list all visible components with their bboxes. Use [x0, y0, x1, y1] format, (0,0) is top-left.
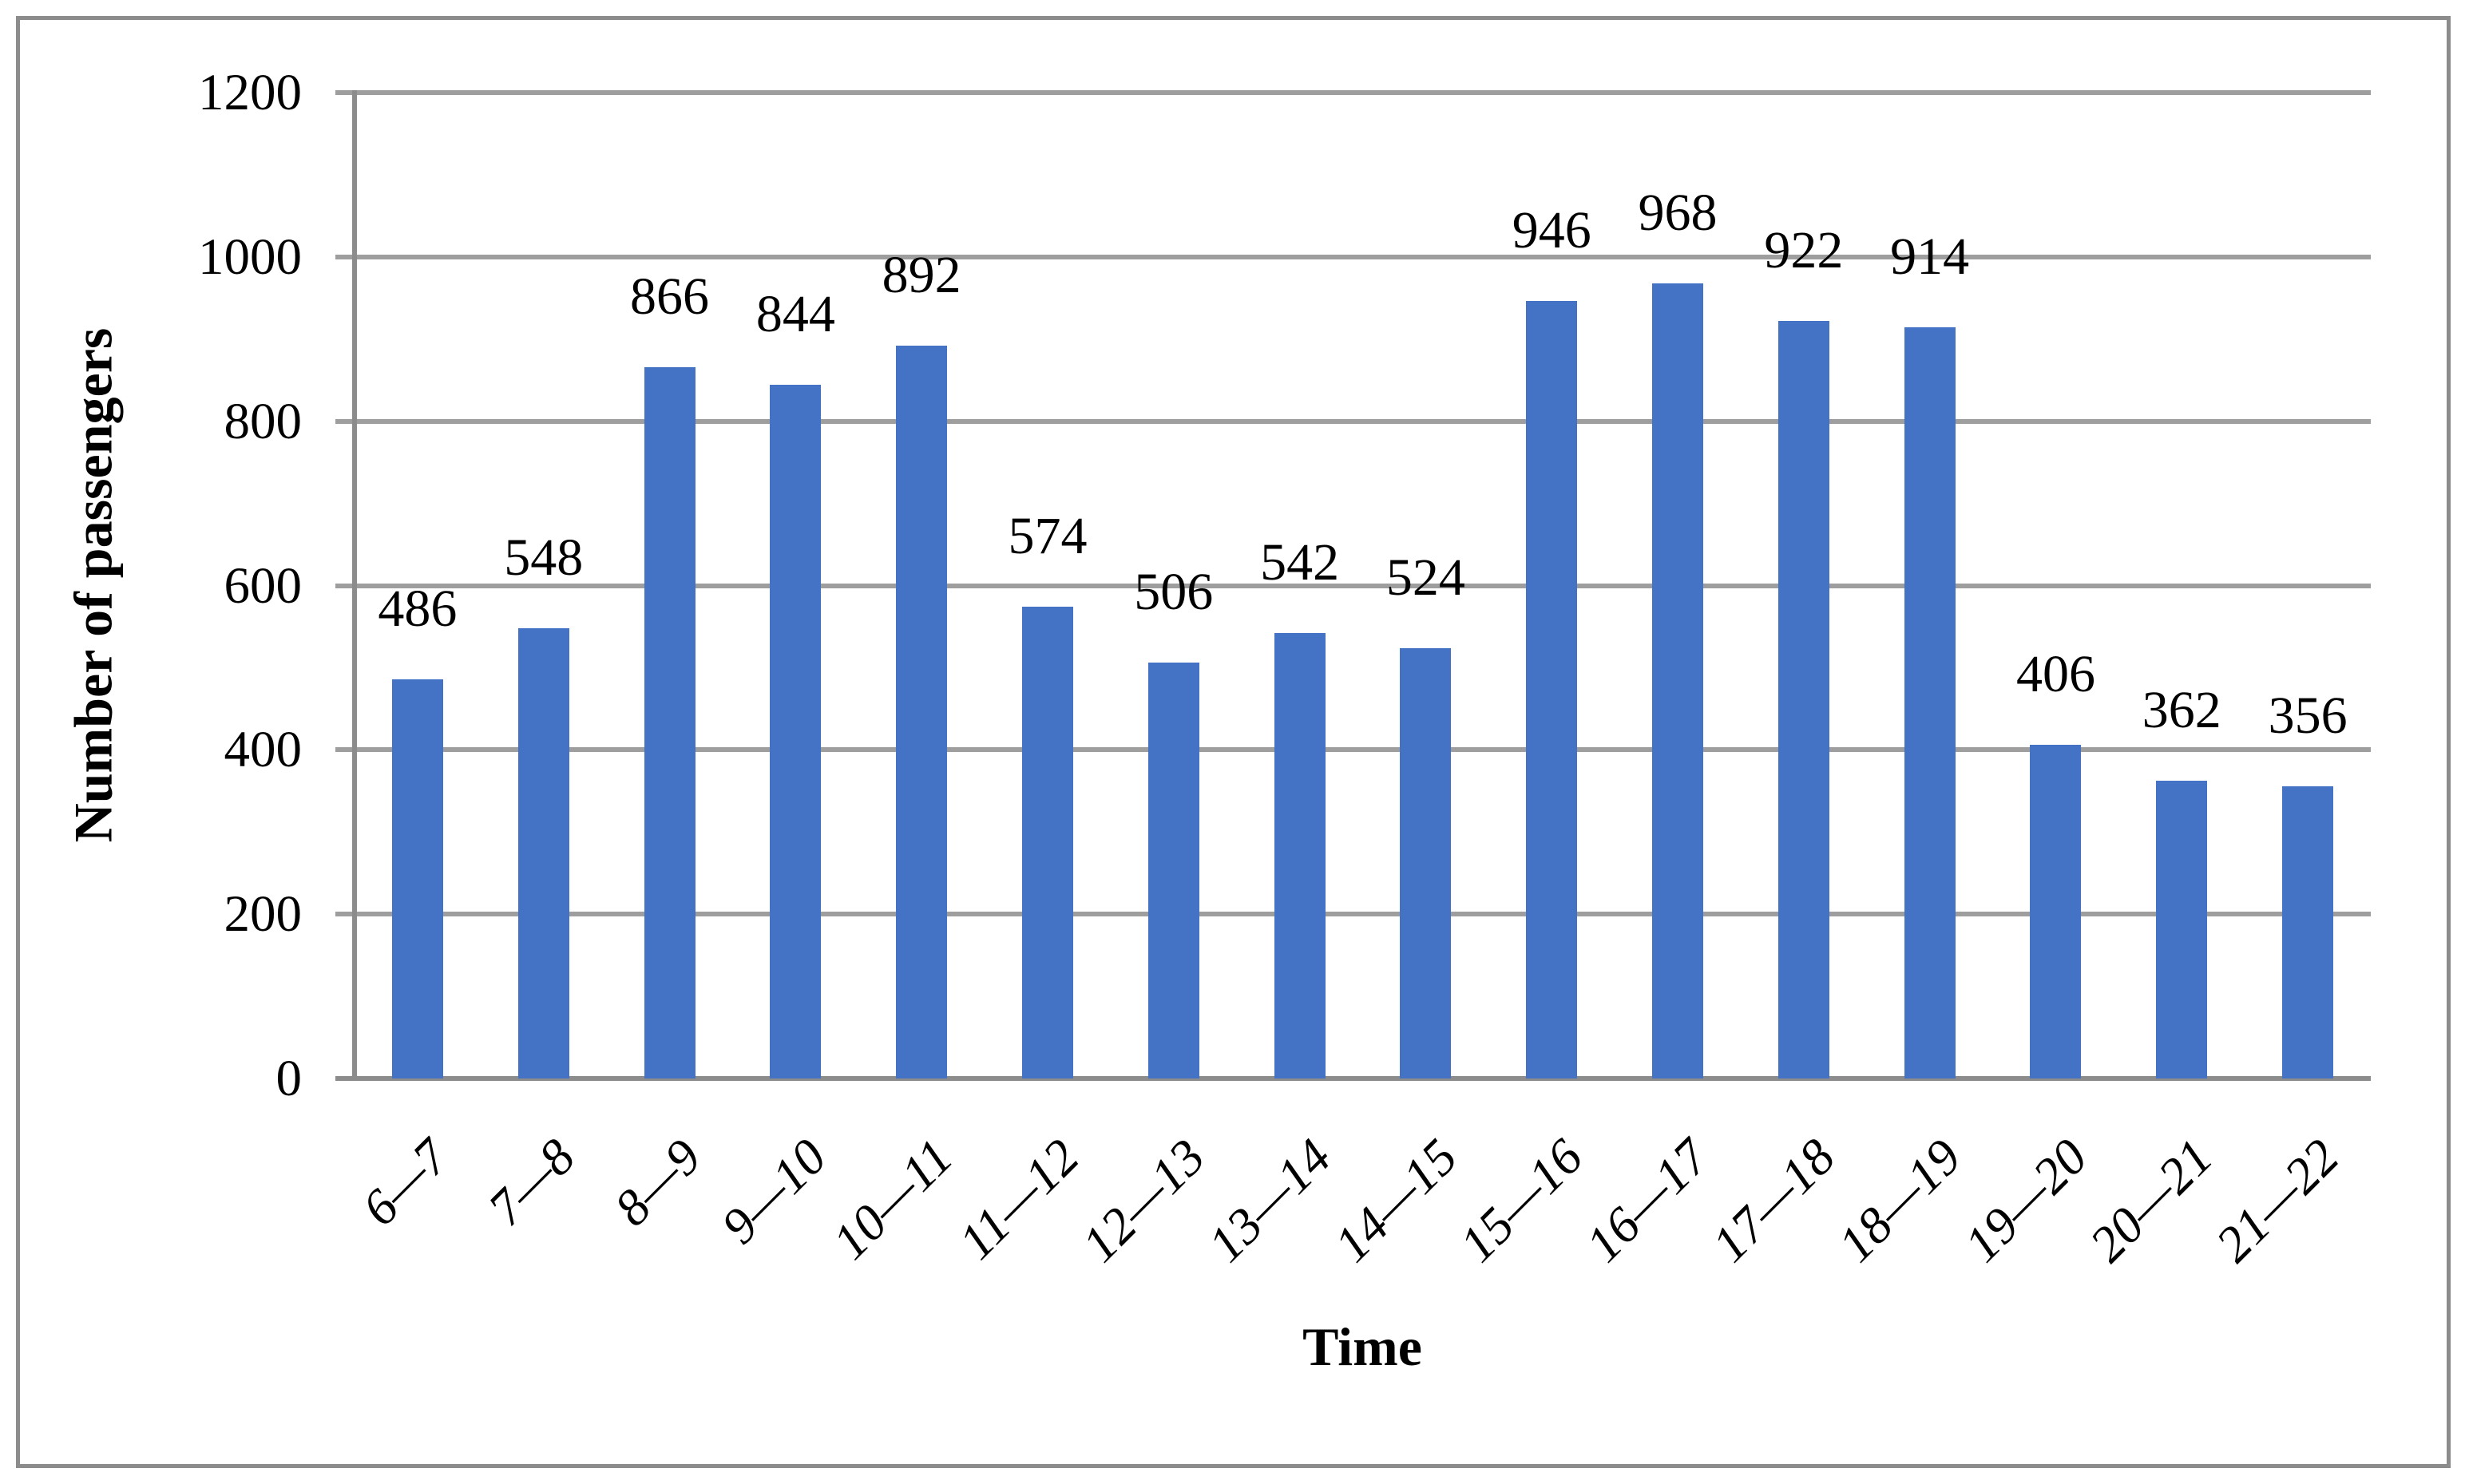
- bar-11—12: [1021, 607, 1073, 1078]
- bar-value-label: 866: [630, 267, 710, 326]
- gridline-y-400: [335, 747, 2371, 753]
- bar-value-label: 486: [378, 579, 458, 638]
- bar-value-label: 922: [1764, 221, 1844, 280]
- bar-value-label: 542: [1260, 533, 1340, 592]
- gridline-y-800: [335, 418, 2371, 424]
- bar-13—14: [1274, 633, 1326, 1078]
- bar-6—7: [391, 679, 443, 1078]
- y-tick-label: 1200: [198, 64, 302, 121]
- gridline-y-600: [335, 583, 2371, 588]
- x-axis-line: [335, 1076, 2371, 1081]
- bar-18—19: [1904, 327, 1956, 1078]
- y-tick-label: 200: [224, 885, 303, 944]
- y-tick-label: 400: [224, 721, 303, 779]
- bar-9—10: [770, 385, 822, 1078]
- y-tick-label: 0: [275, 1050, 303, 1107]
- bar-value-label: 968: [1638, 183, 1718, 242]
- y-tick-label: 800: [224, 392, 303, 450]
- bar-21—22: [2282, 786, 2334, 1078]
- bar-value-label: 524: [1385, 548, 1465, 607]
- bar-value-label: 892: [882, 245, 961, 304]
- bar-16—17: [1652, 283, 1704, 1078]
- x-axis-title: Time: [1302, 1316, 1422, 1377]
- bar-value-label: 574: [1008, 507, 1088, 566]
- gridline-y-200: [335, 912, 2371, 917]
- figure-border: [16, 16, 2451, 1468]
- bar-8—9: [644, 366, 696, 1078]
- bar-value-label: 356: [2268, 686, 2348, 745]
- bar-10—11: [896, 345, 948, 1078]
- y-tick-label: 600: [224, 556, 303, 615]
- bar-value-label: 914: [1890, 228, 1970, 287]
- bar-value-label: 506: [1134, 563, 1214, 622]
- y-axis-line: [352, 90, 357, 1081]
- bar-19—20: [2030, 745, 2082, 1078]
- bar-value-label: 946: [1512, 201, 1591, 260]
- bar-14—15: [1400, 647, 1452, 1078]
- bar-15—16: [1526, 301, 1578, 1078]
- bar-value-label: 362: [2142, 681, 2221, 740]
- y-tick-label: 1000: [198, 228, 302, 286]
- bar-value-label: 548: [504, 528, 584, 588]
- bar-12—13: [1147, 663, 1199, 1078]
- bar-value-label: 406: [2015, 645, 2095, 704]
- gridline-y-1200: [335, 90, 2371, 95]
- bar-value-label: 844: [755, 285, 835, 344]
- gridline-y-1000: [335, 254, 2371, 259]
- bar-20—21: [2156, 781, 2208, 1078]
- bar-7—8: [517, 628, 569, 1078]
- bar-17—18: [1777, 321, 1829, 1078]
